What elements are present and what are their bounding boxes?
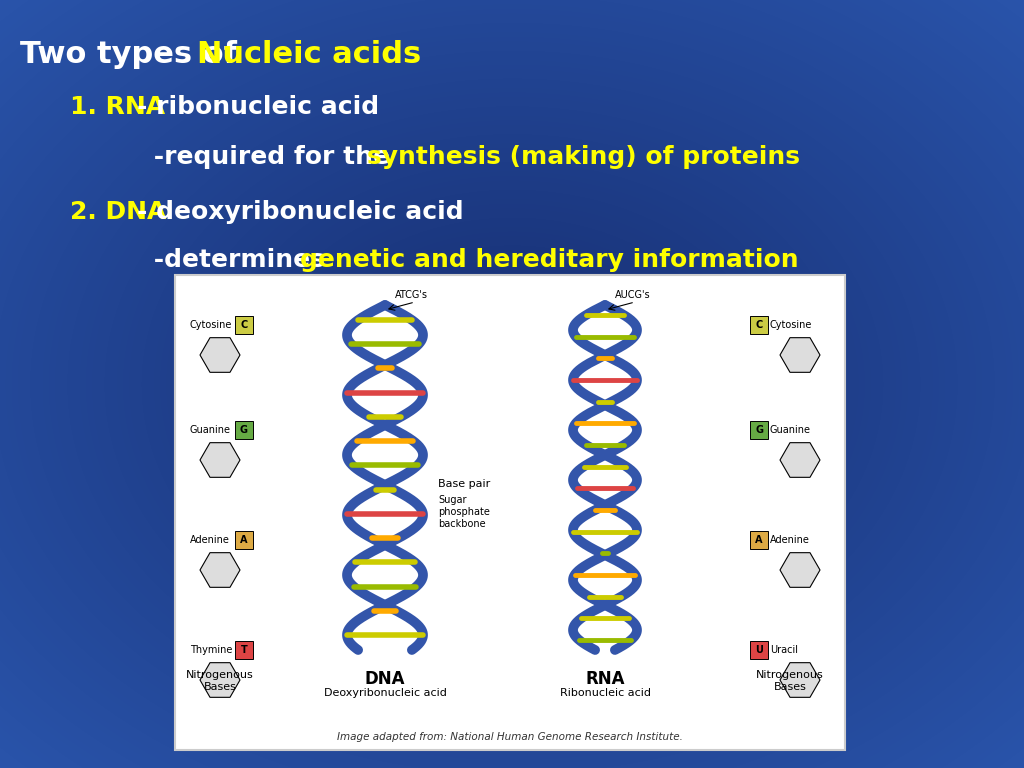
Text: C: C — [756, 320, 763, 330]
Text: Uracil: Uracil — [770, 645, 798, 655]
Text: 1. RNA: 1. RNA — [70, 95, 165, 119]
Polygon shape — [200, 442, 240, 478]
Text: genetic and hereditary information: genetic and hereditary information — [300, 248, 799, 272]
Bar — [234, 421, 253, 439]
Bar — [750, 316, 768, 334]
Text: T: T — [241, 645, 248, 655]
Text: DNA: DNA — [365, 670, 406, 688]
Polygon shape — [200, 663, 240, 697]
Text: Guanine: Guanine — [770, 425, 811, 435]
Polygon shape — [200, 553, 240, 588]
Bar — [175, 275, 845, 750]
Text: -determines: -determines — [110, 248, 334, 272]
Text: U: U — [755, 645, 763, 655]
Text: Adenine: Adenine — [770, 535, 810, 545]
Text: Guanine: Guanine — [190, 425, 231, 435]
Text: Nitrogenous
Bases: Nitrogenous Bases — [186, 670, 254, 692]
Text: AUCG's: AUCG's — [615, 290, 650, 300]
Text: Base pair: Base pair — [438, 479, 490, 489]
Bar — [234, 316, 253, 334]
Polygon shape — [200, 338, 240, 372]
Text: 2. DNA: 2. DNA — [70, 200, 166, 224]
Text: Image adapted from: National Human Genome Research Institute.: Image adapted from: National Human Genom… — [337, 732, 683, 742]
Text: G: G — [240, 425, 248, 435]
Bar — [750, 421, 768, 439]
Text: Sugar
phosphate
backbone: Sugar phosphate backbone — [438, 495, 489, 528]
Text: Nucleic acids: Nucleic acids — [198, 40, 422, 69]
Text: -required for the: -required for the — [110, 145, 398, 169]
Text: Cytosine: Cytosine — [770, 320, 812, 330]
Text: Thymine: Thymine — [190, 645, 232, 655]
Bar — [750, 641, 768, 659]
Polygon shape — [780, 442, 820, 478]
Text: synthesis (making) of proteins: synthesis (making) of proteins — [367, 145, 800, 169]
Text: RNA: RNA — [586, 670, 625, 688]
Bar — [234, 531, 253, 549]
Polygon shape — [780, 663, 820, 697]
Text: C: C — [241, 320, 248, 330]
Bar — [750, 531, 768, 549]
Text: Deoxyribonucleic acid: Deoxyribonucleic acid — [324, 688, 446, 698]
Text: Ribonucleic acid: Ribonucleic acid — [559, 688, 650, 698]
Text: A: A — [756, 535, 763, 545]
Text: A: A — [241, 535, 248, 545]
Text: Adenine: Adenine — [190, 535, 229, 545]
Text: ATCG's: ATCG's — [395, 290, 428, 300]
Text: Two types of: Two types of — [20, 40, 248, 69]
Polygon shape — [780, 338, 820, 372]
Text: Nitrogenous
Bases: Nitrogenous Bases — [756, 670, 824, 692]
Polygon shape — [780, 553, 820, 588]
Text: - ribonucleic acid: - ribonucleic acid — [137, 95, 379, 119]
Text: - deoxyribonucleic acid: - deoxyribonucleic acid — [137, 200, 464, 224]
Text: G: G — [755, 425, 763, 435]
Bar — [234, 641, 253, 659]
Text: Cytosine: Cytosine — [190, 320, 232, 330]
